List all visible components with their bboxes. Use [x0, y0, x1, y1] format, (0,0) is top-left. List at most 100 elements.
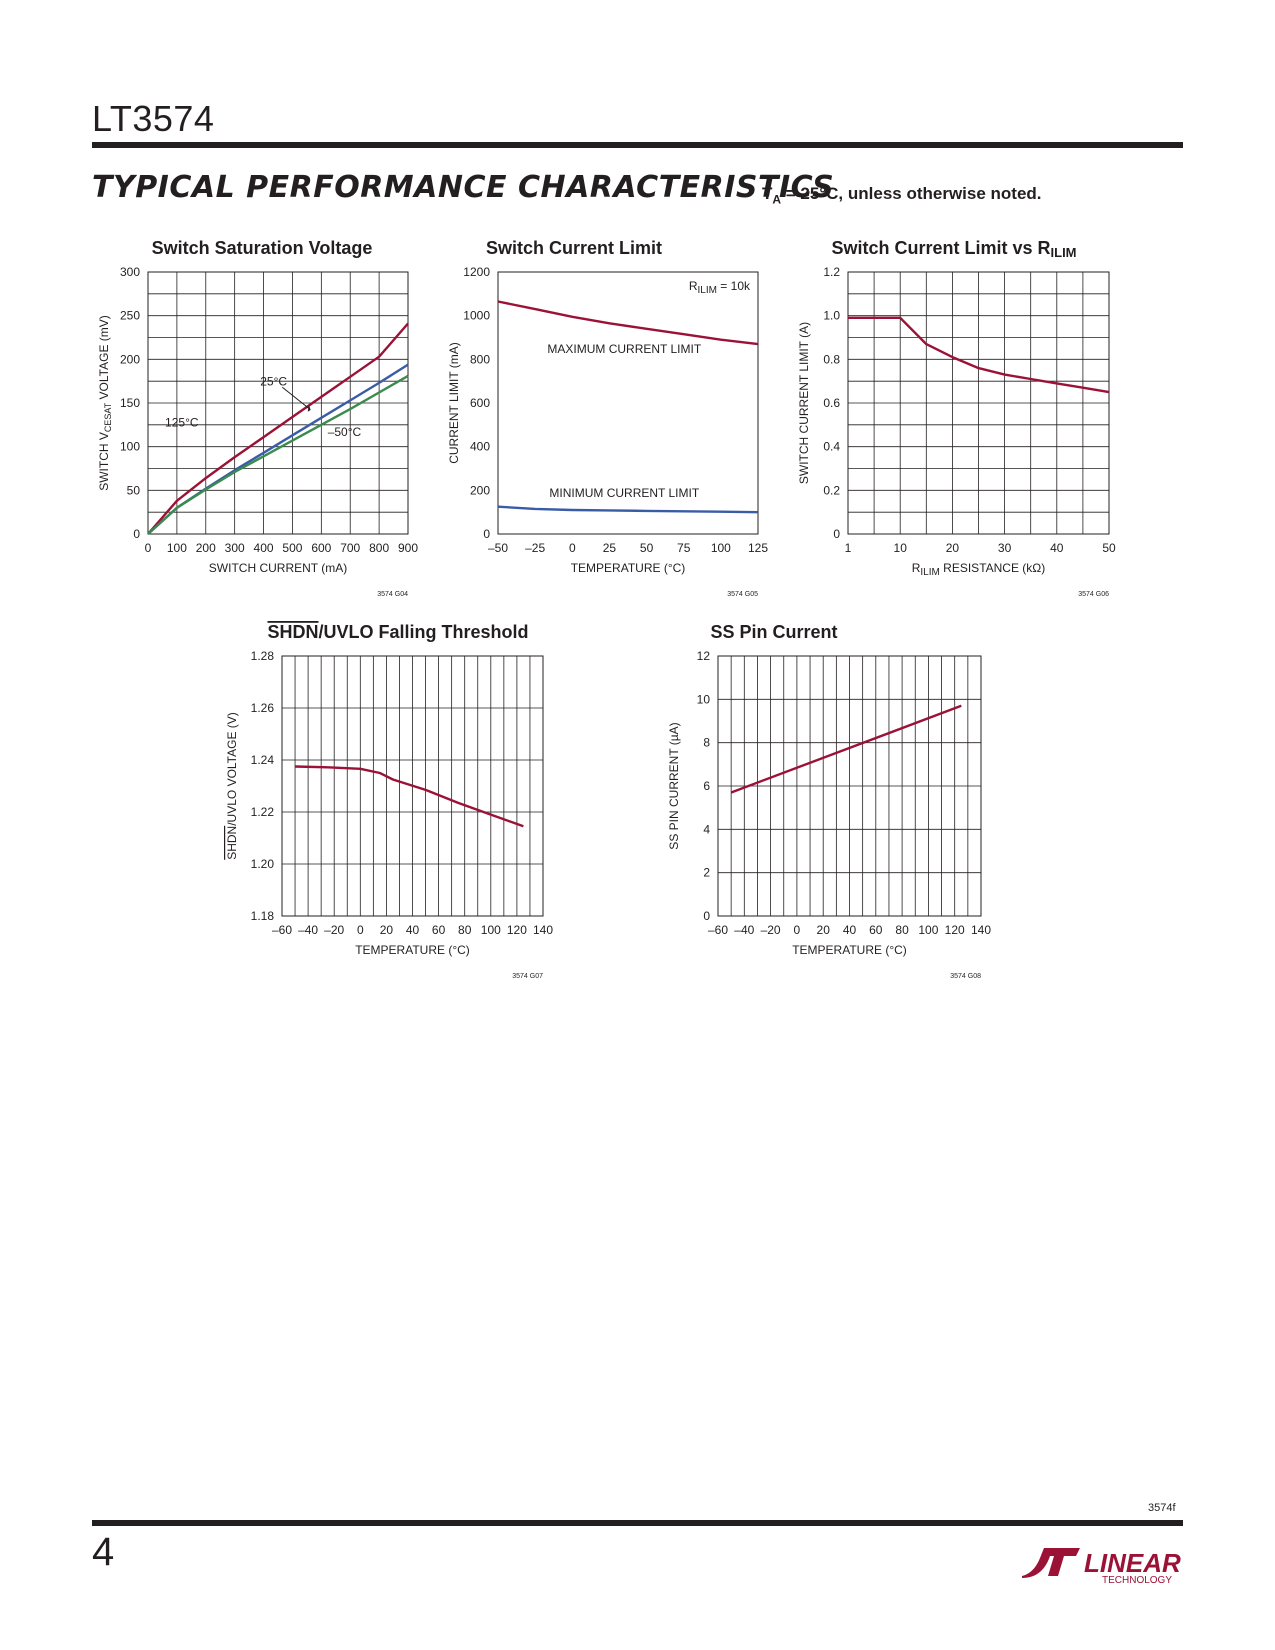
y-tick-label: 6 — [703, 779, 710, 793]
x-tick-label: 60 — [869, 923, 883, 937]
section-title: TYPICAL PERFORMANCE CHARACTERISTICS — [92, 170, 835, 205]
series-line-0 — [730, 704, 962, 794]
x-tick-label: 80 — [895, 923, 909, 937]
x-axis-label-part-0: R — [912, 561, 921, 575]
x-tick-label: 20 — [946, 541, 960, 555]
series-label-minus50c: –50°C — [328, 425, 362, 439]
x-tick-label: 900 — [398, 541, 418, 555]
logo-word: LINEAR — [1084, 1548, 1181, 1578]
x-tick-label: 75 — [677, 541, 691, 555]
y-axis-label: CURRENT LIMIT (mA) — [447, 342, 461, 464]
x-axis-label: TEMPERATURE (°C) — [792, 943, 907, 957]
x-tick-label: 300 — [225, 541, 245, 555]
gridlines — [282, 656, 543, 916]
y-axis-label-part-1: CESAT — [103, 402, 113, 432]
part-number: LT3574 — [92, 98, 215, 139]
condition-sub: A — [772, 192, 782, 207]
chart-svg-g05: Switch Current Limit 0 200 400 600 800 1000 120… — [447, 238, 768, 598]
y-tick-label: 600 — [470, 396, 490, 410]
y-tick-label: 0.8 — [823, 352, 840, 366]
x-tick-label: 40 — [406, 923, 420, 937]
header-rule — [92, 142, 1183, 148]
x-tick-label: 120 — [507, 923, 527, 937]
chart-title: SS Pin Current — [710, 622, 837, 642]
y-tick-label: 200 — [470, 483, 490, 497]
x-tick-label: –60 — [272, 923, 292, 937]
y-tick-label: 0.2 — [823, 483, 840, 497]
y-tick-label: 300 — [120, 265, 140, 279]
x-tick-label: 200 — [196, 541, 216, 555]
annotation-rilim: RILIM = 10k — [689, 279, 751, 296]
y-tick-label: 1.2 — [823, 265, 840, 279]
y-tick-label: 1.20 — [251, 857, 275, 871]
figure-code: 3574 G05 — [727, 591, 758, 598]
x-tick-label: 50 — [1102, 541, 1116, 555]
chart-switch-saturation-voltage: Switch Saturation Voltage 0 50 100 150 200 250… — [92, 232, 432, 607]
figure-code: 3574 G08 — [950, 973, 981, 980]
x-tick-label: 125 — [748, 541, 768, 555]
chart-ss-pin-current: SS Pin Current 0 2 4 6 8 10 12 –60 –40 –20 0 20 40 60 8… — [664, 616, 1004, 986]
y-tick-label: 1.28 — [251, 649, 275, 663]
y-tick-label: 50 — [127, 483, 141, 497]
x-tick-label: 100 — [481, 923, 501, 937]
x-axis-label: TEMPERATURE (°C) — [571, 561, 686, 575]
logo-sub: TECHNOLOGY — [1102, 1575, 1172, 1586]
x-tick-label: –40 — [734, 923, 754, 937]
y-tick-label: 0 — [483, 527, 490, 541]
y-tick-label: 0 — [833, 527, 840, 541]
x-tick-label: 60 — [432, 923, 446, 937]
x-tick-label: 0 — [569, 541, 576, 555]
series-label-max: MAXIMUM CURRENT LIMIT — [547, 342, 701, 356]
y-tick-label: 150 — [120, 396, 140, 410]
test-condition: TA = 25°C, unless otherwise noted. — [762, 184, 1042, 206]
x-tick-label: –25 — [525, 541, 545, 555]
y-axis-label-shdn: SHDN — [225, 826, 239, 860]
plot-frame — [281, 655, 544, 917]
y-tick-label: 400 — [470, 440, 490, 454]
series-line-0 — [294, 765, 524, 828]
y-tick-label: 4 — [703, 822, 710, 836]
series-line-0 — [497, 300, 759, 346]
y-tick-label: 2 — [703, 866, 710, 880]
gridlines — [148, 272, 408, 534]
y-tick-label: 0 — [133, 527, 140, 541]
annotation-rilim-part-1: ILIM — [698, 285, 717, 296]
x-tick-label: 500 — [282, 541, 302, 555]
annotation-arrow-head — [307, 404, 311, 412]
y-tick-label: 800 — [470, 352, 490, 366]
x-tick-label: 0 — [794, 923, 801, 937]
figure-code: 3574 G04 — [377, 591, 408, 598]
annotation-rilim-part-0: R — [689, 279, 698, 293]
x-tick-label: 0 — [357, 923, 364, 937]
condition-prefix: T — [762, 184, 773, 203]
x-tick-label: –20 — [761, 923, 781, 937]
x-tick-label: 10 — [894, 541, 908, 555]
x-tick-label: 40 — [843, 923, 857, 937]
y-tick-label: 12 — [697, 649, 711, 663]
plot-frame — [717, 655, 982, 917]
x-axis-label-part-2: RESISTANCE (kΩ) — [940, 561, 1045, 575]
chart-title-part-0: Switch Current Limit vs R — [831, 238, 1050, 258]
x-tick-label: 30 — [998, 541, 1012, 555]
y-tick-label: 100 — [120, 440, 140, 454]
logo-mark-icon — [1022, 1548, 1080, 1578]
chart-title-part-1: ILIM — [1051, 245, 1077, 260]
annotation-arrow-line — [282, 386, 311, 410]
y-tick-label: 0.6 — [823, 396, 840, 410]
y-tick-label: 1000 — [463, 309, 490, 323]
page-number: 4 — [92, 1530, 115, 1574]
chart-svg-g08: SS Pin Current 0 2 4 6 8 10 12 –60 –40 –20 0 20 40 60 8… — [667, 622, 991, 980]
y-tick-label: 1200 — [463, 265, 490, 279]
series-label-min-bg — [548, 480, 701, 497]
x-tick-label: 800 — [369, 541, 389, 555]
chart-shdn-uvlo-threshold: SHDN/UVLO Falling Threshold 1.18 1.20 1.22 1… — [214, 616, 574, 986]
figure-code: 3574 G07 — [512, 973, 543, 980]
chart-title-shdn: SHDN — [267, 622, 318, 642]
chart-title: Switch Current Limit — [486, 238, 662, 258]
x-tick-label: 100 — [918, 923, 938, 937]
y-tick-label: 1.18 — [251, 909, 275, 923]
chart-title-rest: /UVLO Falling Threshold — [319, 622, 529, 642]
x-tick-label: 80 — [458, 923, 472, 937]
plot-frame — [847, 271, 1110, 535]
y-tick-label: 0.4 — [823, 440, 840, 454]
